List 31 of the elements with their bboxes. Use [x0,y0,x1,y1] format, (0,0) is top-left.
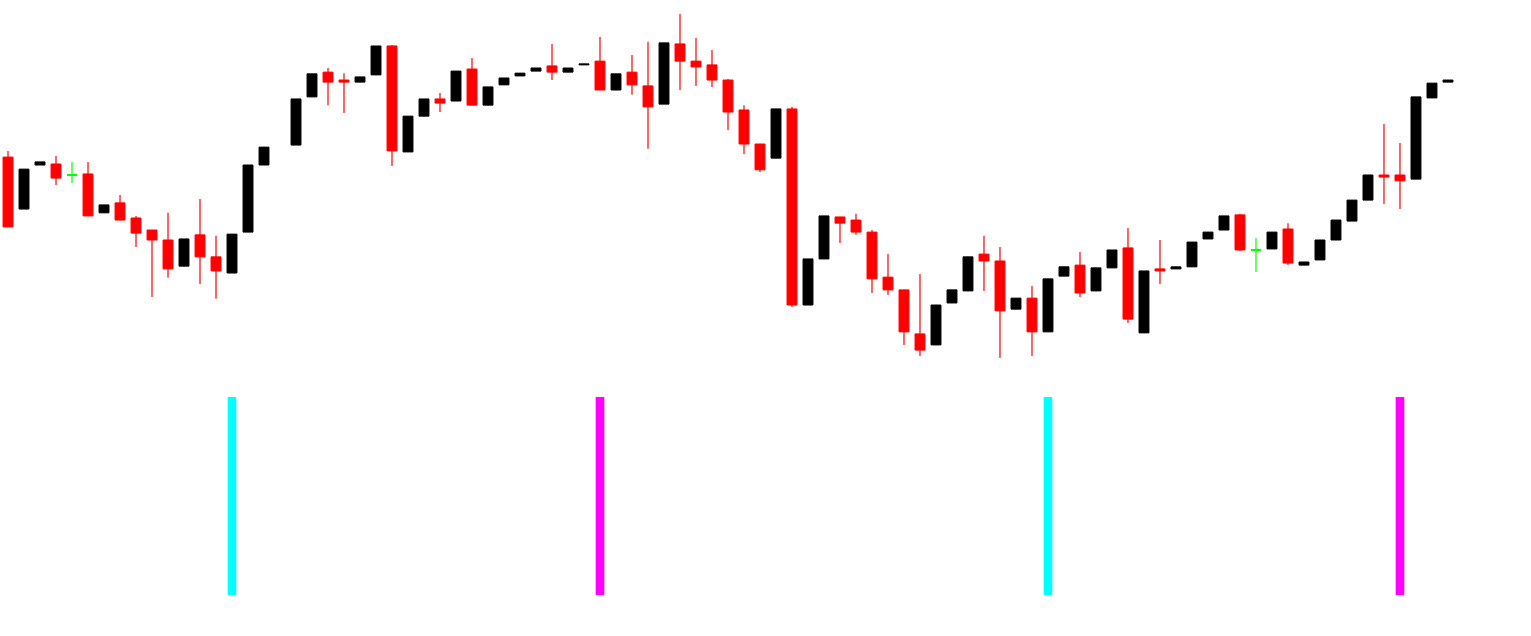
candlestick [130,215,142,248]
candlestick [210,235,222,300]
candlestick [322,67,334,106]
candlestick [114,194,126,221]
candlestick [146,229,158,298]
candlestick [674,13,686,91]
candlestick [690,37,702,87]
candlestick [978,235,990,292]
candlestick [1330,219,1342,241]
candlestick [850,213,862,236]
candlestick [434,92,446,113]
candlestick [834,216,846,244]
candlestick [914,273,926,357]
candlestick [706,49,718,88]
candlestick [642,41,654,150]
candlestick [882,253,894,296]
candlestick [1378,123,1390,205]
candlestick [626,54,638,96]
candlestick [1394,142,1406,210]
candlestick [50,155,62,186]
candlestick [194,198,206,285]
candlestick [338,72,350,114]
candlestick [306,73,318,98]
candlestick [482,86,494,106]
candlestick [1154,239,1166,285]
candlestick [1250,237,1262,273]
candlestick [1090,267,1102,292]
candlestick [1346,199,1358,222]
candlestick [1314,239,1326,261]
candlestick [546,43,558,81]
candlestick [66,161,78,184]
